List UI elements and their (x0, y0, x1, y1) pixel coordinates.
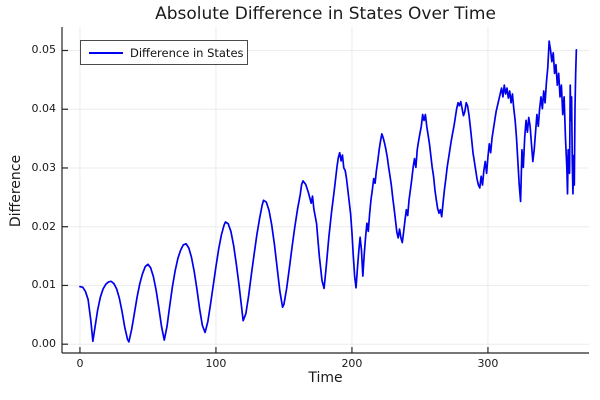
series-line-difference-in-states (79, 40, 578, 343)
y-tick-label: 0.05 (31, 43, 57, 57)
legend-line-swatch (89, 51, 123, 54)
legend: Difference in States (80, 40, 248, 65)
y-tick-label: 0.04 (31, 102, 57, 116)
x-tick-label: 0 (76, 357, 84, 370)
y-tick-label: 0.01 (31, 278, 57, 292)
chart-title: Absolute Difference in States Over Time (155, 4, 496, 24)
y-tick-label: 0.03 (31, 160, 57, 174)
x-tick-label: 200 (341, 357, 363, 370)
x-tick-label: 100 (205, 357, 227, 370)
x-tick-label: 300 (477, 357, 499, 370)
y-tick-label: 0.02 (31, 219, 57, 233)
x-axis-label: Time (308, 370, 343, 386)
legend-label: Difference in States (130, 45, 244, 60)
y-axis-label: Difference (8, 154, 24, 228)
y-tick-label: 0.00 (31, 337, 57, 351)
